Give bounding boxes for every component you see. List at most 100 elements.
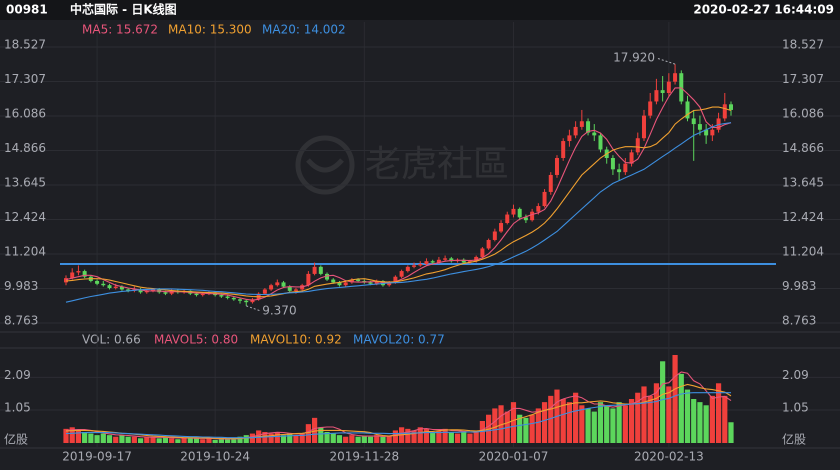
candle-body (101, 283, 106, 286)
volume-bar (299, 433, 305, 443)
candle-body (536, 206, 541, 212)
y-tick-label: 8.763 (782, 314, 816, 328)
candle-body (449, 258, 454, 262)
header-bar (0, 0, 840, 20)
candle-body (704, 129, 709, 136)
volume-bar (144, 436, 150, 443)
candle-body (486, 239, 491, 249)
candle-body (287, 286, 292, 291)
y-tick-label: 18.527 (782, 38, 824, 52)
volume-bar (498, 405, 504, 443)
candle-body (144, 290, 149, 293)
candle-body (293, 289, 298, 291)
volume-bar (355, 436, 361, 443)
volume-bar (430, 432, 436, 443)
volume-bar (94, 435, 100, 443)
volume-bar (113, 436, 119, 443)
volume-bar (380, 436, 386, 443)
candle-body (592, 132, 597, 136)
volume-bar (187, 437, 193, 443)
y-tick-label: 17.307 (782, 72, 824, 86)
watermark-logo-mark (306, 158, 344, 173)
candle-body (337, 282, 342, 286)
y-tick-label: 1.05 (782, 401, 809, 415)
candle-body (331, 279, 336, 283)
candle-body (505, 214, 510, 224)
candle-body (113, 286, 118, 289)
volume-bar (709, 395, 715, 443)
volume-bar (349, 435, 355, 443)
candle-body (530, 211, 535, 221)
candle-body (710, 129, 715, 136)
volume-bar (442, 428, 448, 443)
candle-body (387, 282, 392, 286)
volume-bar (722, 395, 728, 443)
volume-bar (231, 439, 237, 443)
candle-body (660, 90, 665, 93)
candle-body (405, 266, 410, 272)
candle-body (275, 282, 280, 286)
volume-bar (454, 433, 461, 443)
candle-body (617, 169, 622, 173)
candle-body (250, 299, 255, 303)
y-tick-label: 13.645 (782, 176, 824, 190)
volume-bar (616, 402, 622, 443)
ma-legend: MAVOL5: 0.80 (154, 333, 238, 347)
volume-bar (423, 428, 430, 443)
candle-body (138, 289, 143, 293)
volume-bar (131, 436, 137, 443)
y-tick-label: 16.086 (782, 107, 824, 121)
volume-bar (473, 430, 479, 443)
volume-bar (336, 435, 343, 443)
x-tick-label: 2019-10-24 (180, 450, 250, 464)
candle-body (430, 261, 435, 263)
candle-body (424, 261, 429, 265)
y-tick-label: 8.763 (4, 314, 38, 328)
volume-unit: 亿股 (4, 432, 28, 447)
candle-body (151, 289, 156, 291)
volume-bar (597, 402, 604, 443)
y-tick-label: 2.09 (782, 368, 809, 382)
volume-legend: VOL: 0.66 (82, 333, 141, 347)
y-tick-label: 12.424 (782, 210, 824, 224)
volume-bar (200, 439, 206, 443)
volume-bar (411, 430, 417, 443)
candle-body (95, 280, 100, 284)
candle-body (573, 126, 578, 136)
candle-body (269, 285, 274, 290)
candle-body (194, 293, 199, 296)
candle-body (262, 289, 267, 294)
volume-bar (311, 417, 318, 443)
candle-body (679, 73, 684, 102)
volume-bar (684, 389, 691, 443)
volume-bar (573, 392, 579, 443)
ma-legend: MA10: 15.300 (168, 23, 252, 37)
candle-body (635, 138, 640, 153)
volume-bar (137, 438, 144, 443)
candle-body (542, 191, 547, 207)
volume-bar (641, 386, 647, 443)
volume-bar (361, 436, 367, 443)
volume-bar (517, 414, 523, 443)
candle-body (722, 104, 727, 119)
candle-body (163, 292, 168, 294)
volume-bar (461, 432, 467, 443)
volume-bar (653, 383, 660, 443)
volume-bar (330, 433, 336, 443)
candle-body (107, 285, 112, 289)
volume-bar (691, 399, 697, 443)
candle-body (82, 271, 87, 277)
candle-body (418, 264, 423, 266)
ma-line (65, 87, 732, 301)
volume-bar (193, 438, 200, 443)
watermark-logo (295, 135, 355, 195)
volume-bar (622, 405, 628, 443)
volume-bar (647, 395, 653, 443)
candle-body (436, 259, 441, 263)
candle-body (238, 299, 243, 301)
volume-bar (628, 399, 635, 443)
volume-bar (535, 408, 541, 443)
volume-bar (287, 433, 293, 443)
candle-body (648, 101, 653, 116)
